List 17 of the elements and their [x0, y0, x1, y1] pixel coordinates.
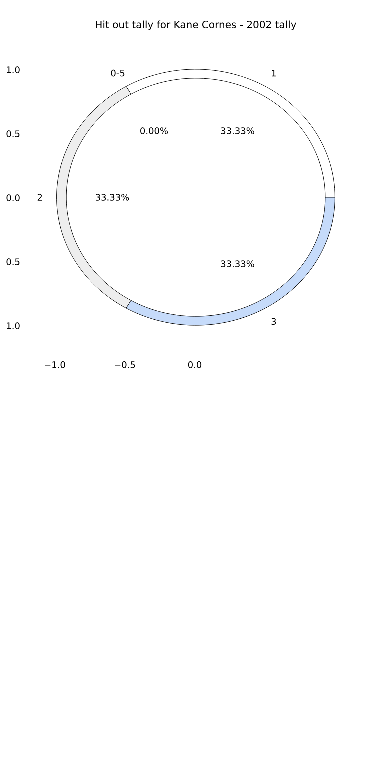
text: 1.0	[7, 322, 20, 330]
text: 0.5	[6, 130, 20, 138]
slice-label: 3	[272, 318, 276, 326]
category-label: 0-5	[111, 70, 125, 77]
text: 0.00%	[140, 128, 168, 134]
slice-label: 1	[272, 70, 276, 77]
text: 0.0	[188, 362, 202, 368]
text: −1.0	[45, 362, 66, 368]
text: 0.0	[6, 194, 20, 202]
chart-title: Hit out tally for Kane Cornes - 2002 tally	[96, 20, 297, 30]
slice-label: 2	[38, 194, 42, 201]
data-label: 33.33%	[221, 128, 254, 134]
text: −0.5	[115, 362, 136, 368]
data-label: 33.33%	[221, 260, 254, 268]
text: 0.5	[6, 258, 20, 266]
text: 1.0	[7, 66, 20, 74]
data-label: 33.33%	[96, 194, 130, 201]
